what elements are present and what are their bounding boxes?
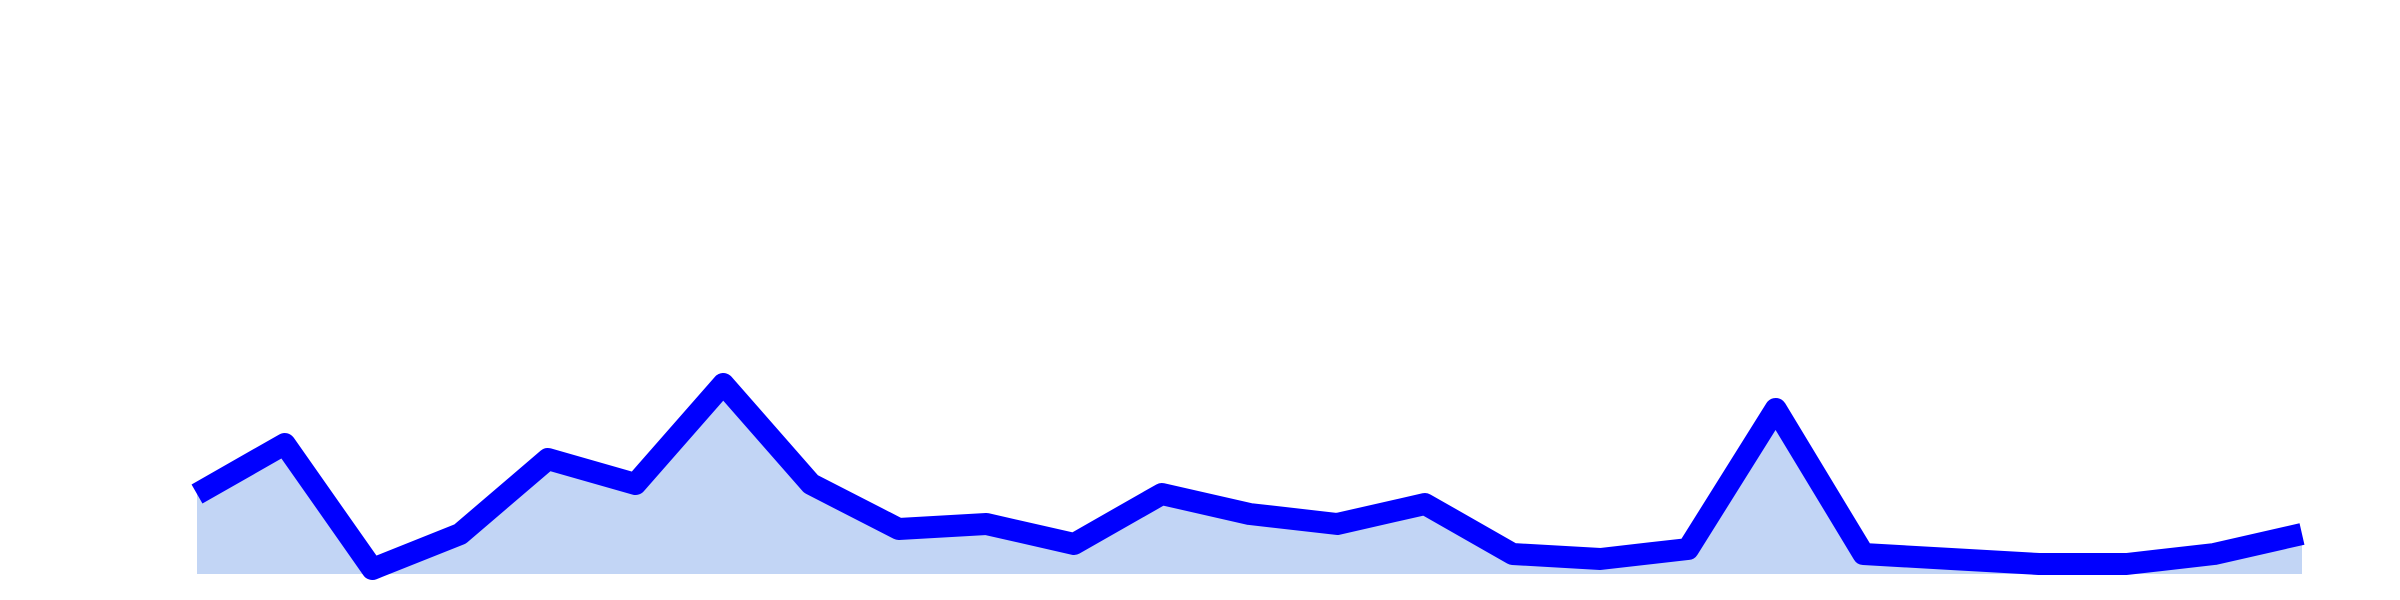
data-point (371, 568, 373, 570)
data-point (1073, 543, 1075, 545)
data-point (459, 533, 461, 535)
data-point (2126, 563, 2128, 565)
data-point (810, 483, 812, 485)
data-point (1161, 493, 1163, 495)
data-point (1775, 408, 1777, 410)
series-line (191, 373, 2305, 580)
data-point (635, 483, 637, 485)
data-point (898, 528, 900, 530)
data-point (284, 443, 286, 445)
data-point (2301, 533, 2303, 535)
data-point (2213, 553, 2215, 555)
data-point (1336, 523, 1338, 525)
data-point (1862, 553, 1864, 555)
data-point (1249, 513, 1251, 515)
data-point (196, 493, 198, 495)
data-point (1599, 558, 1601, 560)
data-point (1512, 553, 1514, 555)
data-point (2038, 563, 2040, 565)
data-point (1424, 503, 1426, 505)
series-area-fill (197, 384, 2302, 574)
data-point (985, 523, 987, 525)
data-point (722, 383, 724, 385)
data-point (547, 458, 549, 460)
data-point (1950, 558, 1952, 560)
data-point (1687, 548, 1689, 550)
